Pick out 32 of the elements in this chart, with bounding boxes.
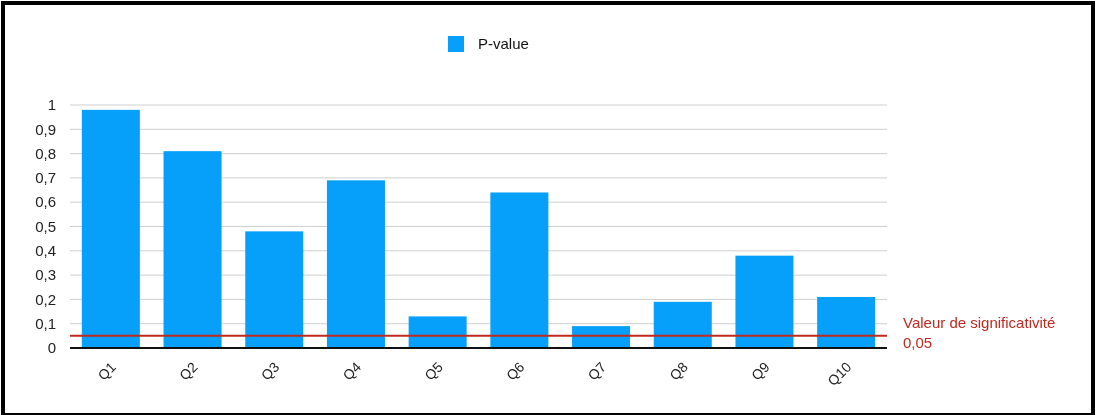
x-tick-label: Q10: [824, 358, 855, 389]
bar: [735, 255, 794, 348]
y-tick-label: 0,7: [35, 169, 56, 187]
y-tick-label: 0,3: [35, 266, 56, 284]
x-tick-label: Q2: [176, 358, 201, 384]
y-tick-label: 0,1: [35, 314, 56, 332]
x-tick-label: Q5: [421, 358, 446, 384]
y-tick-label: 0,8: [35, 144, 56, 162]
bar: [81, 109, 140, 348]
x-tick-label: Q8: [666, 358, 692, 384]
bar: [817, 296, 876, 348]
y-tick-label: 0,6: [35, 193, 56, 211]
x-tick-label: Q6: [502, 358, 528, 384]
x-tick-label: Q1: [94, 358, 120, 384]
x-tick-label: Q7: [584, 358, 610, 384]
x-tick-label: Q9: [748, 358, 773, 384]
y-tick-label: 0,5: [35, 217, 56, 235]
y-tick-label: 1: [47, 96, 56, 114]
y-tick-label: 0: [47, 339, 56, 357]
x-tick-label: Q4: [339, 358, 365, 384]
bar: [408, 316, 467, 348]
y-tick-label: 0,2: [35, 290, 56, 308]
bar: [653, 301, 712, 348]
legend-label: P-value: [478, 35, 529, 53]
bar: [163, 151, 222, 348]
bar: [326, 180, 385, 348]
y-tick-label: 0,9: [35, 120, 56, 138]
bar: [245, 231, 304, 348]
bar: [490, 192, 549, 348]
ref-line-label: Valeur de significativité 0,05: [903, 313, 1056, 351]
y-tick-label: 0,4: [35, 242, 56, 260]
x-tick-label: Q3: [257, 358, 283, 384]
